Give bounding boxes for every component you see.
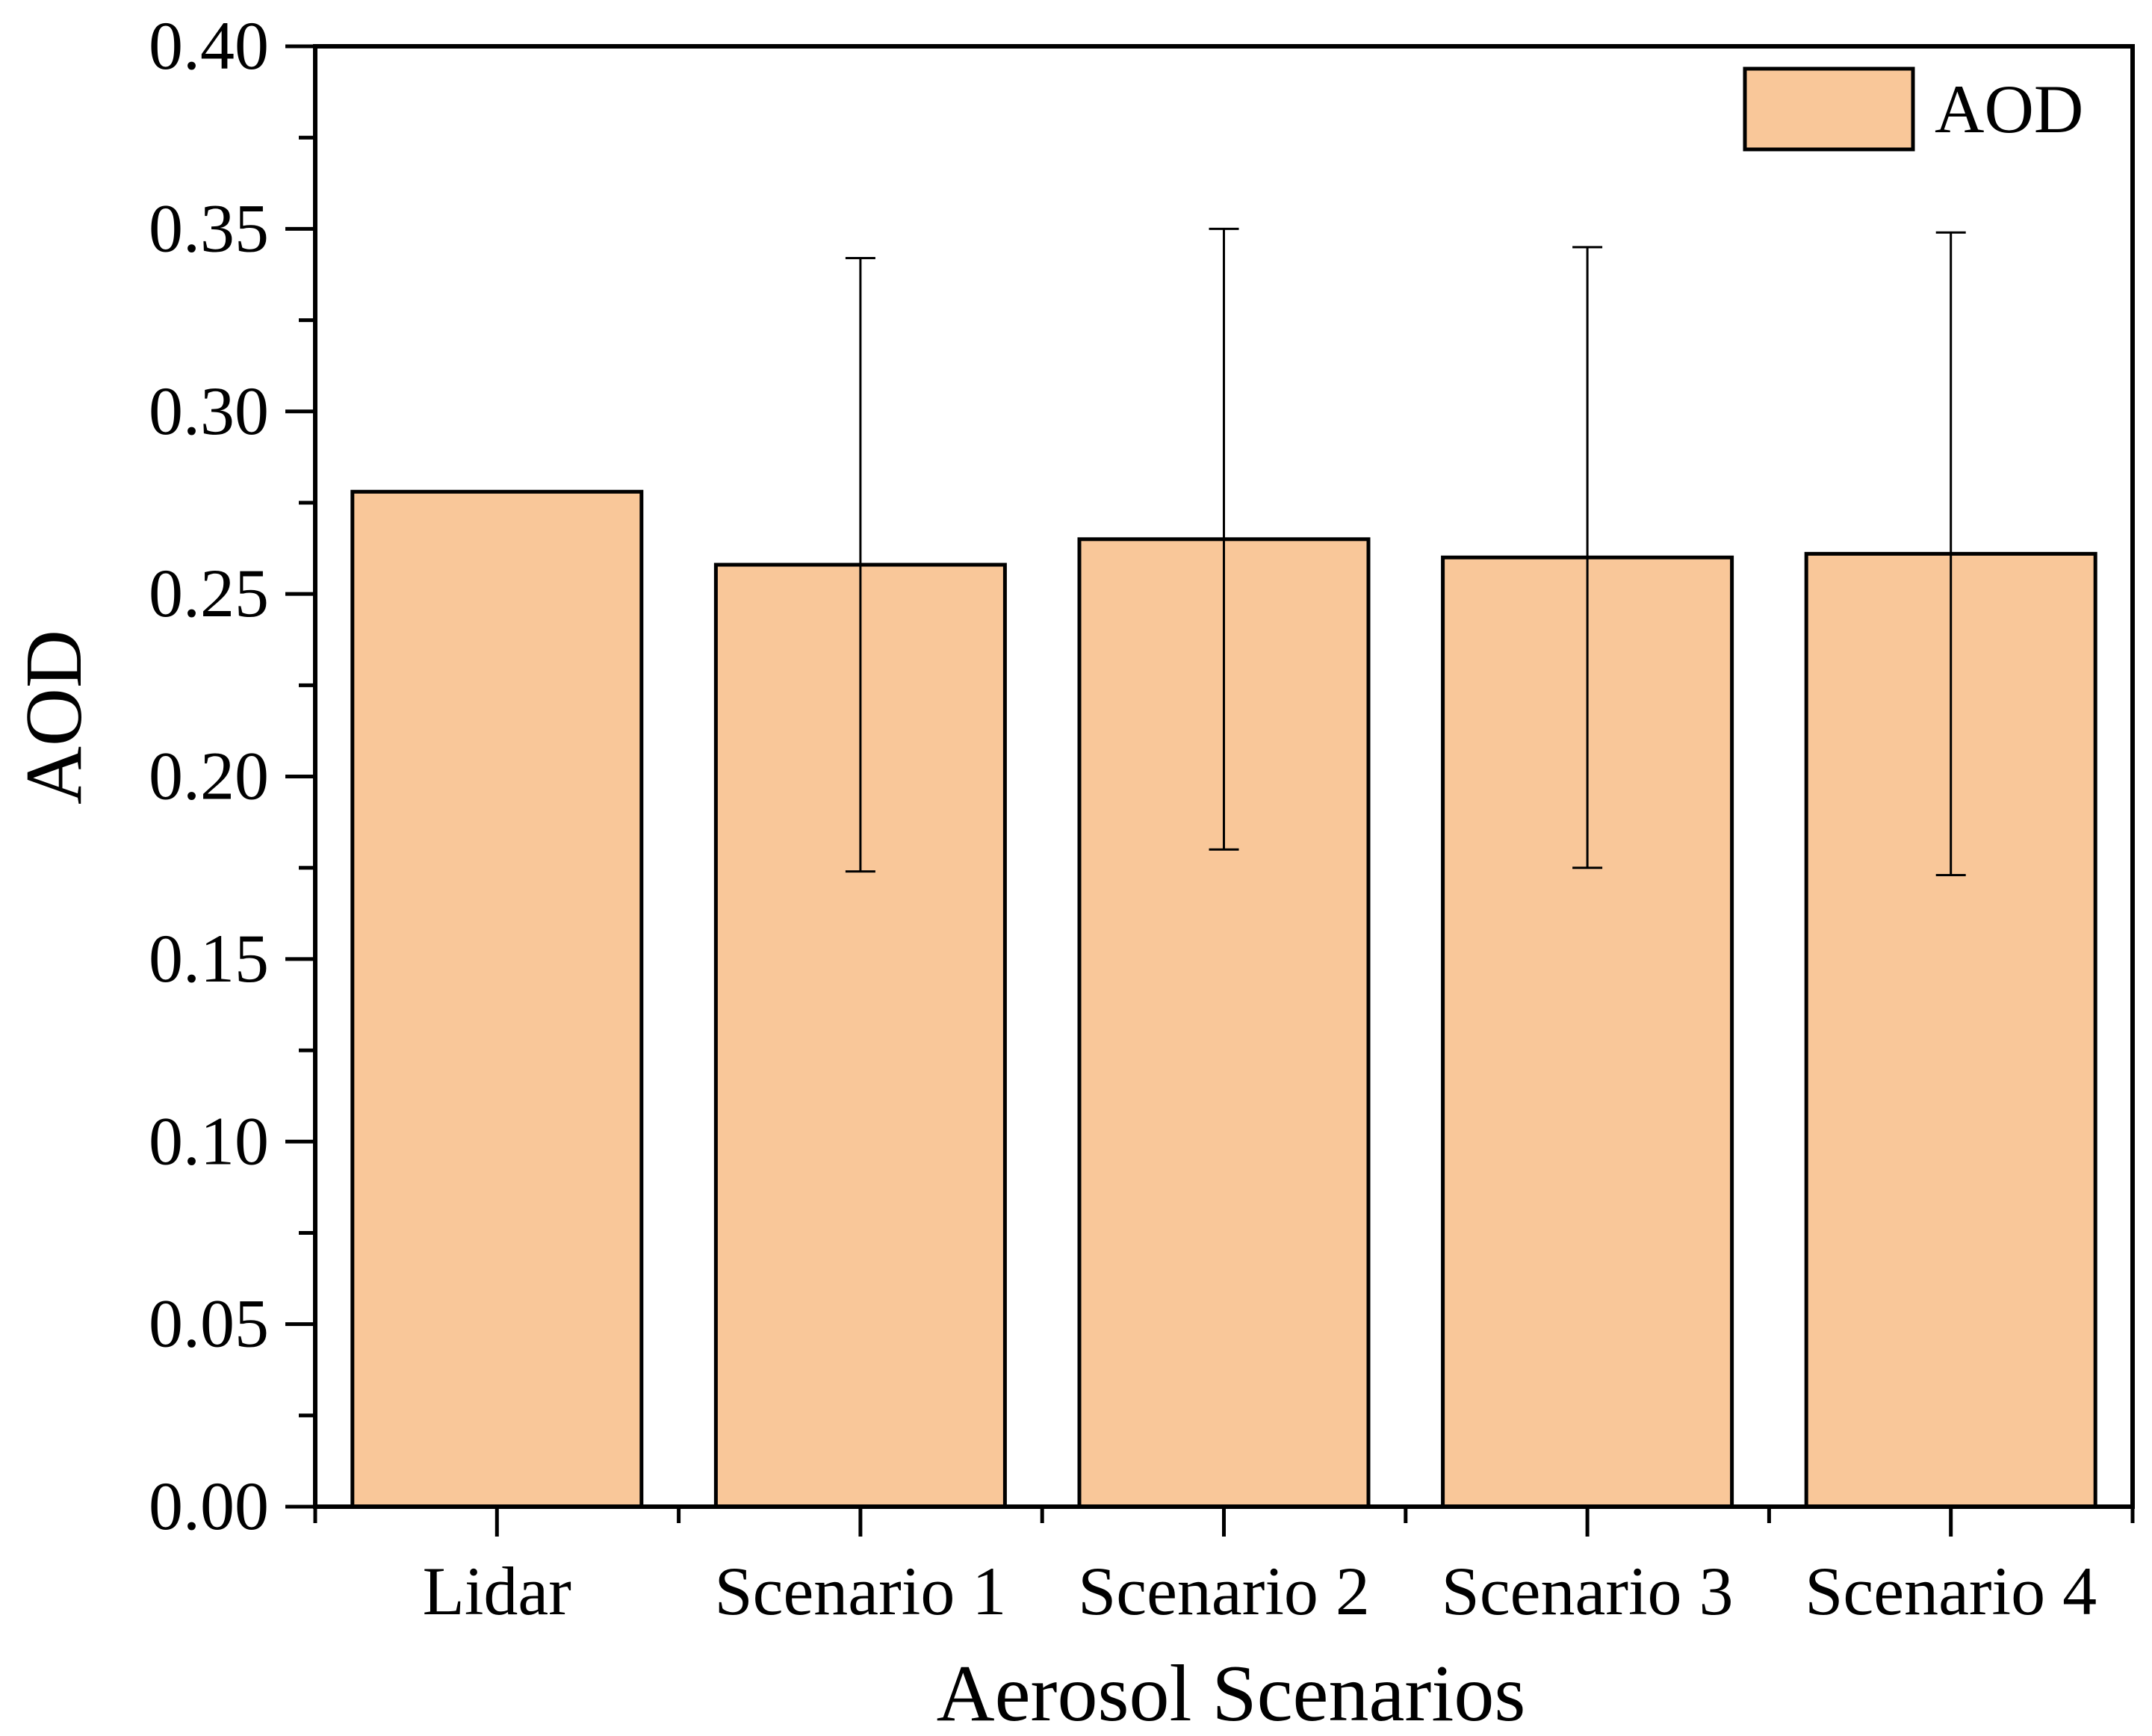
error-bar-4 bbox=[1572, 246, 1603, 869]
y-tick-label: 0.00 bbox=[149, 1468, 269, 1544]
y-axis-title: AOD bbox=[10, 630, 99, 805]
y-axis: 0.00 0.05 0.10 0.15 0.20 0.25 0.30 0.35 0.40 bbox=[149, 7, 315, 1544]
bar-1 bbox=[350, 489, 644, 1509]
y-tick-label: 0.35 bbox=[149, 190, 269, 266]
x-tick-label: Scenario 3 bbox=[1442, 1553, 1734, 1629]
error-bar-3 bbox=[1209, 227, 1239, 851]
x-tick-label: Scenario 4 bbox=[1805, 1553, 2097, 1629]
x-tick-label: Scenario 2 bbox=[1078, 1553, 1370, 1629]
x-tick-label: Scenario 1 bbox=[714, 1553, 1006, 1629]
error-bar-2 bbox=[845, 256, 875, 873]
legend-label: AOD bbox=[1935, 71, 2083, 147]
y-tick-label: 0.10 bbox=[149, 1103, 269, 1179]
error-bars-layer bbox=[845, 227, 1966, 876]
y-tick-label: 0.25 bbox=[149, 555, 269, 631]
legend-swatch bbox=[1743, 66, 1915, 152]
x-tick-label: Lidar bbox=[423, 1553, 571, 1629]
y-tick-label: 0.05 bbox=[149, 1286, 269, 1362]
y-tick-label: 0.20 bbox=[149, 738, 269, 814]
y-tick-label: 0.40 bbox=[149, 7, 269, 84]
x-axis: Lidar Scenario 1 Scenario 2 Scenario 3 Scena… bbox=[313, 1507, 2135, 1629]
x-axis-title: Aerosol Scenarios bbox=[937, 1649, 1526, 1736]
error-bar-5 bbox=[1935, 231, 1966, 876]
legend: AOD bbox=[1743, 66, 2083, 152]
y-tick-label: 0.15 bbox=[149, 920, 269, 996]
y-tick-label: 0.30 bbox=[149, 373, 269, 449]
